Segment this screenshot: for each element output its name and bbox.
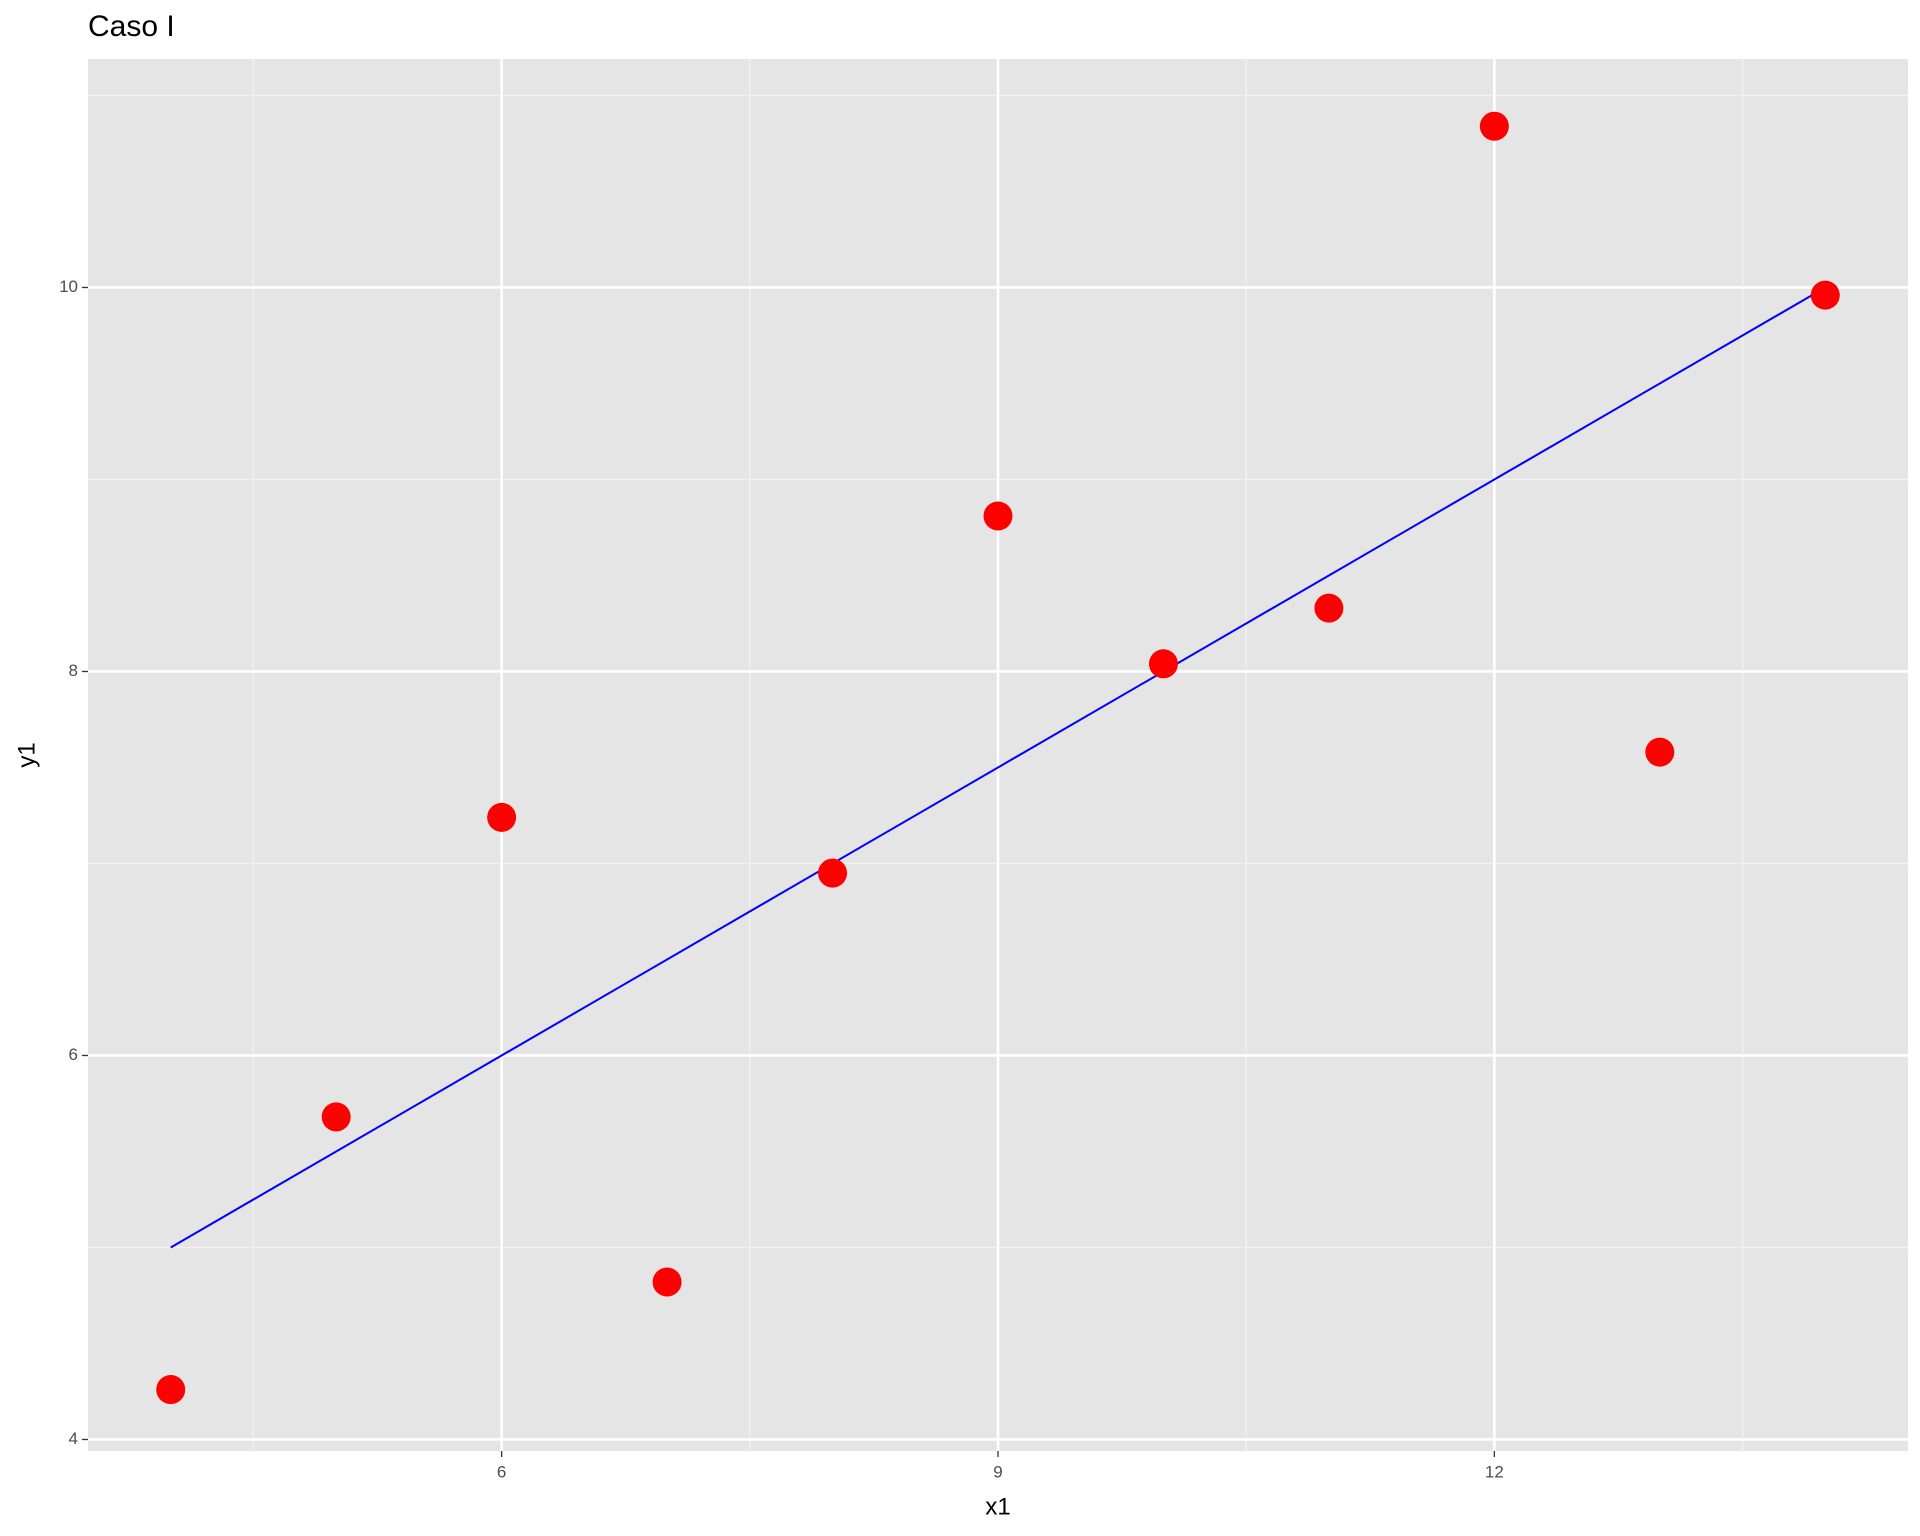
x-tick-label: 9	[993, 1462, 1002, 1481]
point	[321, 1102, 351, 1132]
point	[818, 858, 848, 888]
x-axis-label: x1	[985, 1493, 1010, 1520]
y-tick-label: 6	[69, 1045, 78, 1064]
y-tick-label: 10	[59, 277, 78, 296]
point	[1314, 593, 1344, 623]
y-tick-label: 8	[69, 661, 78, 680]
point	[487, 802, 517, 832]
point	[983, 501, 1013, 531]
x-tick-label: 6	[497, 1462, 506, 1481]
y-axis-label: y1	[13, 742, 40, 767]
y-tick-label: 4	[69, 1429, 78, 1448]
chart-title: Caso I	[88, 10, 175, 43]
point	[1810, 280, 1840, 310]
point	[1148, 649, 1178, 679]
x-tick-label: 12	[1485, 1462, 1504, 1481]
point	[1479, 111, 1509, 141]
point	[652, 1267, 682, 1297]
point	[156, 1375, 186, 1405]
fit-line	[170, 286, 1826, 1249]
point	[1645, 737, 1675, 767]
